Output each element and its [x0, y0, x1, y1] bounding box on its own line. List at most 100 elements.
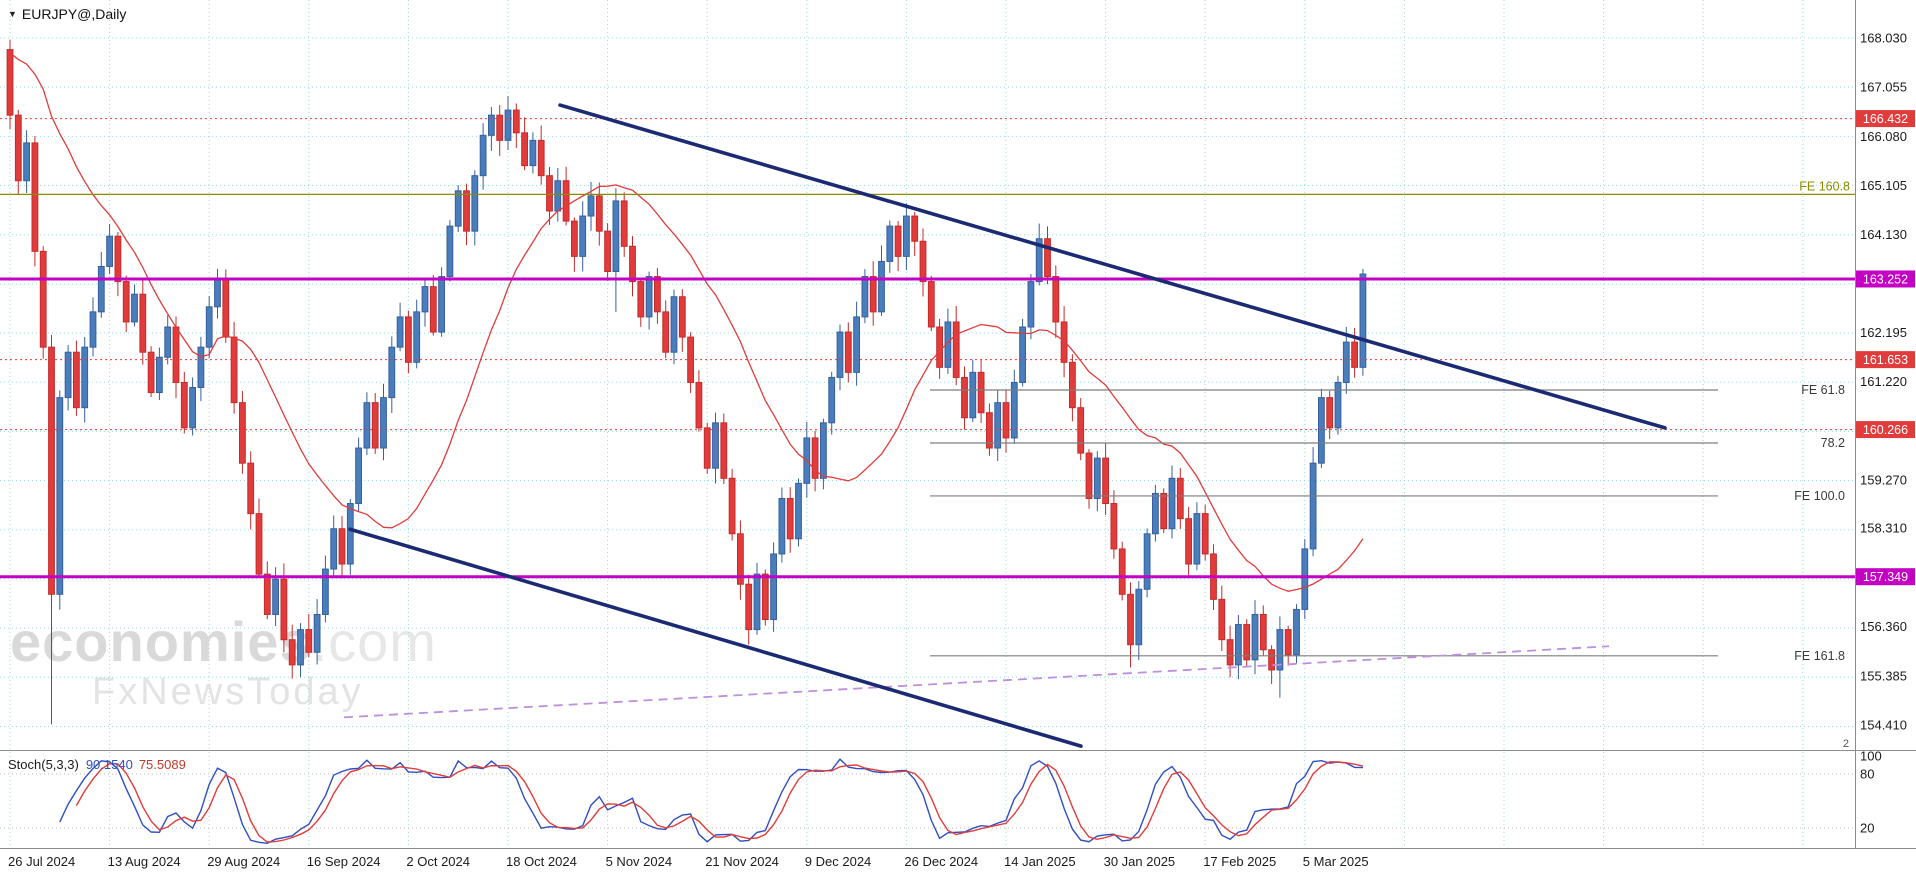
stoch-main-line — [59, 758, 1363, 845]
candle-body — [156, 356, 163, 394]
candle-body — [1342, 341, 1350, 383]
candle-body — [1284, 629, 1292, 656]
candle-body — [537, 139, 545, 177]
candle-body — [1019, 326, 1027, 383]
candle-body — [305, 629, 313, 653]
candle-body — [1002, 402, 1010, 439]
candle-body — [1035, 238, 1043, 283]
date-label: 16 Sep 2024 — [307, 854, 381, 869]
fib-olive-label: FE 160.8 — [1799, 179, 1850, 193]
candle-body — [1010, 381, 1018, 439]
candle-body — [288, 639, 296, 666]
candle-body — [1085, 452, 1093, 499]
date-label: 26 Dec 2024 — [904, 854, 978, 869]
candle-body — [1052, 276, 1060, 323]
watermark-brand-suffix: .com — [311, 610, 437, 673]
candle-body — [64, 351, 72, 399]
price-tag — [1856, 421, 1915, 439]
price-tag — [1856, 110, 1915, 128]
candle-body — [1160, 492, 1168, 530]
candle-body — [322, 568, 329, 615]
candle-body — [1318, 397, 1325, 464]
candle-body — [106, 235, 113, 267]
date-label: 2 Oct 2024 — [406, 854, 470, 869]
symbol-text: EURJPY@,Daily — [21, 6, 127, 22]
candle-body — [1110, 503, 1118, 550]
candle-body — [745, 583, 753, 631]
candle-body — [1259, 613, 1267, 651]
symbol-label[interactable]: ▼ EURJPY@,Daily — [8, 6, 126, 22]
candle-body — [504, 109, 512, 141]
descending-trendline-lower[interactable] — [348, 527, 1083, 748]
candle-body — [1243, 624, 1251, 661]
candle-body — [952, 321, 960, 378]
candle-body — [737, 533, 744, 585]
price-tick-label: 162.195 — [1860, 325, 1907, 340]
candle-body — [861, 276, 869, 318]
candle-body — [604, 230, 612, 273]
price-tick-label: 155.385 — [1860, 668, 1907, 683]
candle-body — [579, 215, 587, 257]
candle-body — [894, 225, 902, 257]
candle-body — [1168, 477, 1176, 530]
candle-body — [795, 482, 802, 540]
price-axis[interactable]: 168.030 167.055 166.080 165.105 164.130 162.1… — [1856, 31, 1915, 836]
candle-body — [239, 402, 246, 464]
candle-body — [6, 49, 14, 116]
candle-body — [48, 346, 55, 595]
candle-body — [164, 326, 172, 358]
candle-body — [761, 573, 769, 621]
date-label: 18 Oct 2024 — [506, 854, 577, 869]
candle-body — [205, 306, 213, 348]
candle-body — [977, 371, 985, 414]
candle-body — [263, 573, 271, 615]
candle-body — [180, 381, 188, 429]
candle-body — [869, 276, 877, 313]
candle-body — [222, 278, 230, 338]
price-tag — [1856, 568, 1915, 586]
candle-body — [919, 240, 927, 283]
candle-body — [396, 316, 404, 348]
candle-body — [786, 497, 794, 540]
price-tag-label: 166.432 — [1863, 112, 1908, 126]
candle-body — [363, 402, 371, 449]
price-tag — [1856, 270, 1915, 288]
candle-body — [388, 346, 396, 399]
candle-body — [1118, 548, 1126, 595]
candle-body — [197, 346, 205, 389]
stoch-tick-label: 100 — [1860, 749, 1882, 764]
candle-body — [712, 422, 719, 469]
price-tick-label: 166.080 — [1860, 129, 1907, 144]
candle-body — [131, 293, 138, 323]
candle-body — [23, 142, 31, 182]
stoch-name: Stoch(5,3,3) — [8, 757, 79, 772]
candle-body — [496, 114, 504, 141]
candle-body — [820, 422, 827, 479]
candle-body — [637, 281, 645, 318]
candle-body — [413, 311, 421, 363]
candle-body — [255, 513, 263, 575]
price-tag — [1856, 351, 1915, 369]
descending-trendline-upper[interactable] — [558, 103, 1667, 430]
date-label: 17 Feb 2025 — [1203, 854, 1276, 869]
candle-body — [678, 296, 686, 338]
candle-body — [280, 578, 288, 641]
candle-body — [986, 412, 993, 449]
time-axis[interactable]: 26 Jul 2024 13 Aug 2024 29 Aug 2024 16 Sep … — [8, 854, 1369, 869]
rising-dashed-support[interactable] — [343, 645, 1610, 719]
candle-body — [853, 316, 861, 373]
stoch-d-value: 75.5089 — [138, 757, 186, 772]
date-label: 14 Jan 2025 — [1004, 854, 1076, 869]
price-tick-label: 154.410 — [1860, 717, 1907, 732]
candle-body — [562, 180, 570, 222]
date-label: 5 Mar 2025 — [1303, 854, 1369, 869]
candle-body — [346, 503, 354, 565]
candle-body — [778, 497, 786, 555]
price-tag-label: 160.266 — [1863, 423, 1908, 437]
dropdown-triangle-icon: ▼ — [8, 9, 17, 19]
candle-body — [297, 629, 304, 666]
candle-body — [695, 381, 703, 429]
candle-body — [1135, 588, 1143, 646]
price-tick-label: 159.270 — [1860, 472, 1907, 487]
